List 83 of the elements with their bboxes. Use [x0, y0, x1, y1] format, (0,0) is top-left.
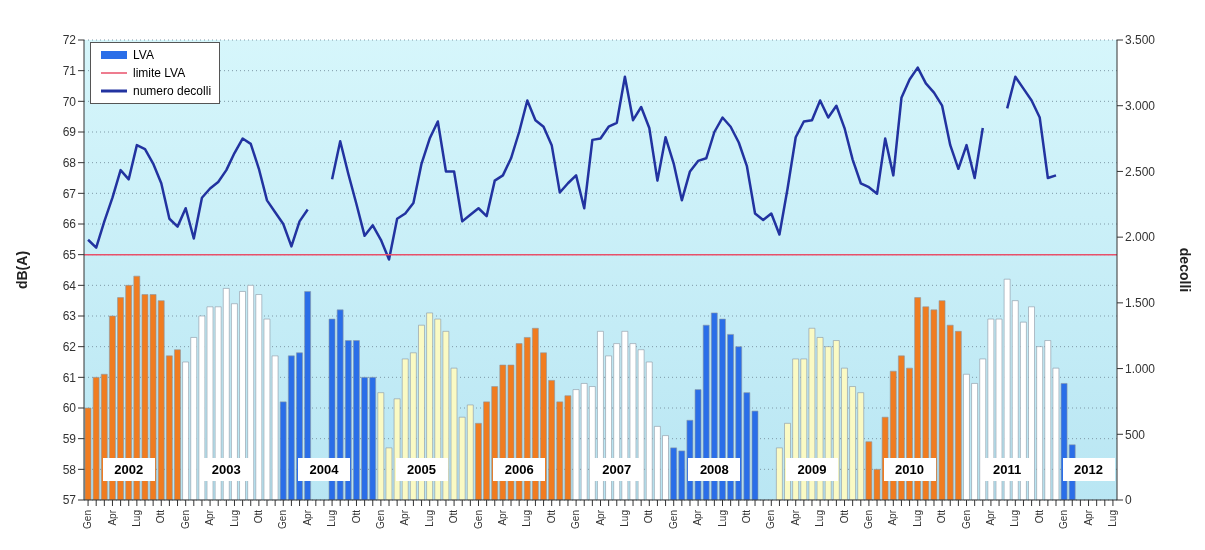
x-tick-label: Ott	[252, 509, 264, 524]
y-tick-label: 65	[62, 247, 77, 262]
x-tick-label: Apr	[887, 509, 899, 526]
x-tick-label: Lug	[1107, 510, 1119, 527]
x-tick-label: Lug	[130, 510, 142, 527]
x-tick-label: Gen	[765, 510, 777, 529]
x-tick-label: Gen	[1058, 510, 1070, 529]
x-tick-label: Apr	[594, 509, 606, 526]
annotation: 2004	[297, 458, 350, 481]
x-tick-label: Lug	[228, 510, 240, 527]
y2-tick-label: 500	[1125, 427, 1146, 442]
annotation: 2003	[200, 458, 253, 481]
annotation: 2011	[981, 458, 1034, 481]
x-tick-label: Ott	[838, 509, 850, 524]
y2-tick-label: 1.500	[1125, 296, 1156, 311]
x-tick-label: Gen	[667, 510, 679, 529]
x-tick-label: Gen	[863, 510, 875, 529]
x-tick-label: Ott	[1033, 509, 1045, 524]
legend-label: limite LVA	[133, 66, 186, 80]
y2-tick-label: 3.000	[1125, 98, 1156, 113]
y-tick-label: 59	[62, 431, 77, 446]
x-tick-label: Gen	[277, 510, 289, 529]
x-tick-label: Apr	[399, 509, 411, 526]
x-tick-label: Apr	[204, 509, 216, 526]
x-tick-label: Ott	[448, 509, 460, 524]
x-tick-label: Apr	[789, 509, 801, 526]
x-tick-label: Ott	[741, 509, 753, 524]
y-tick-label: 66	[62, 217, 77, 232]
y-tick-label: 70	[62, 94, 77, 109]
x-tick-label: Ott	[350, 509, 362, 524]
y-tick-label: 62	[62, 339, 77, 354]
y-tick-label: 60	[62, 401, 77, 416]
y-tick-label: 72	[62, 33, 77, 48]
x-tick-label: Apr	[1082, 509, 1094, 526]
x-tick-label: Lug	[423, 510, 435, 527]
x-tick-label: Gen	[179, 510, 191, 529]
x-tick-label: Apr	[692, 509, 704, 526]
y-tick-label: 57	[62, 493, 77, 508]
x-tick-label: Lug	[814, 510, 826, 527]
x-tick-label: Lug	[1009, 510, 1021, 527]
y2-tick-label: 2.500	[1125, 164, 1156, 179]
x-tick-label: Lug	[911, 510, 923, 527]
y-tick-label: 67	[62, 186, 77, 201]
x-tick-label: Gen	[570, 510, 582, 529]
annotation: 2010	[883, 458, 936, 481]
legend-label: numero decolli	[133, 84, 212, 98]
legend-label: LVA	[133, 48, 154, 62]
x-tick-label: Ott	[936, 509, 948, 524]
y2-axis-title: decolli	[1177, 247, 1194, 293]
annotation: 2008	[688, 458, 741, 481]
y2-tick-label: 1.000	[1125, 361, 1156, 376]
y-tick-label: 71	[62, 63, 77, 78]
x-tick-label: Apr	[106, 509, 118, 526]
y-tick-label: 58	[62, 462, 77, 477]
annotation: 2007	[590, 458, 643, 481]
x-tick-label: Gen	[960, 510, 972, 529]
x-tick-label: Lug	[716, 510, 728, 527]
x-tick-label: Lug	[521, 510, 533, 527]
y-tick-label: 63	[62, 309, 77, 324]
y-tick-label: 69	[62, 125, 77, 140]
y-tick-label: 61	[62, 370, 77, 385]
y-tick-label: 64	[62, 278, 77, 293]
annotation: 2012	[1062, 458, 1115, 481]
y2-tick-label: 2.000	[1125, 230, 1156, 245]
x-tick-label: Gen	[472, 510, 484, 529]
annotation: 2005	[395, 458, 448, 481]
y-tick-label: 68	[62, 155, 77, 170]
x-tick-label: Apr	[985, 509, 997, 526]
x-tick-label: Ott	[643, 509, 655, 524]
x-tick-label: Ott	[545, 509, 557, 524]
y2-tick-label: 0	[1125, 493, 1132, 508]
annotation: 2006	[493, 458, 546, 481]
x-tick-label: Gen	[374, 510, 386, 529]
x-tick-label: Lug	[619, 510, 630, 527]
y2-tick-label: 3.500	[1125, 33, 1156, 48]
x-tick-label: Ott	[155, 509, 167, 524]
y-axis-title: dB(A)	[13, 250, 30, 290]
x-tick-label: Apr	[301, 509, 313, 526]
annotation: 2009	[785, 458, 838, 481]
x-tick-label: Apr	[496, 509, 508, 526]
x-tick-label: Gen	[82, 510, 94, 529]
x-tick-label: Lug	[326, 510, 338, 527]
annotation: 2002	[102, 458, 155, 481]
